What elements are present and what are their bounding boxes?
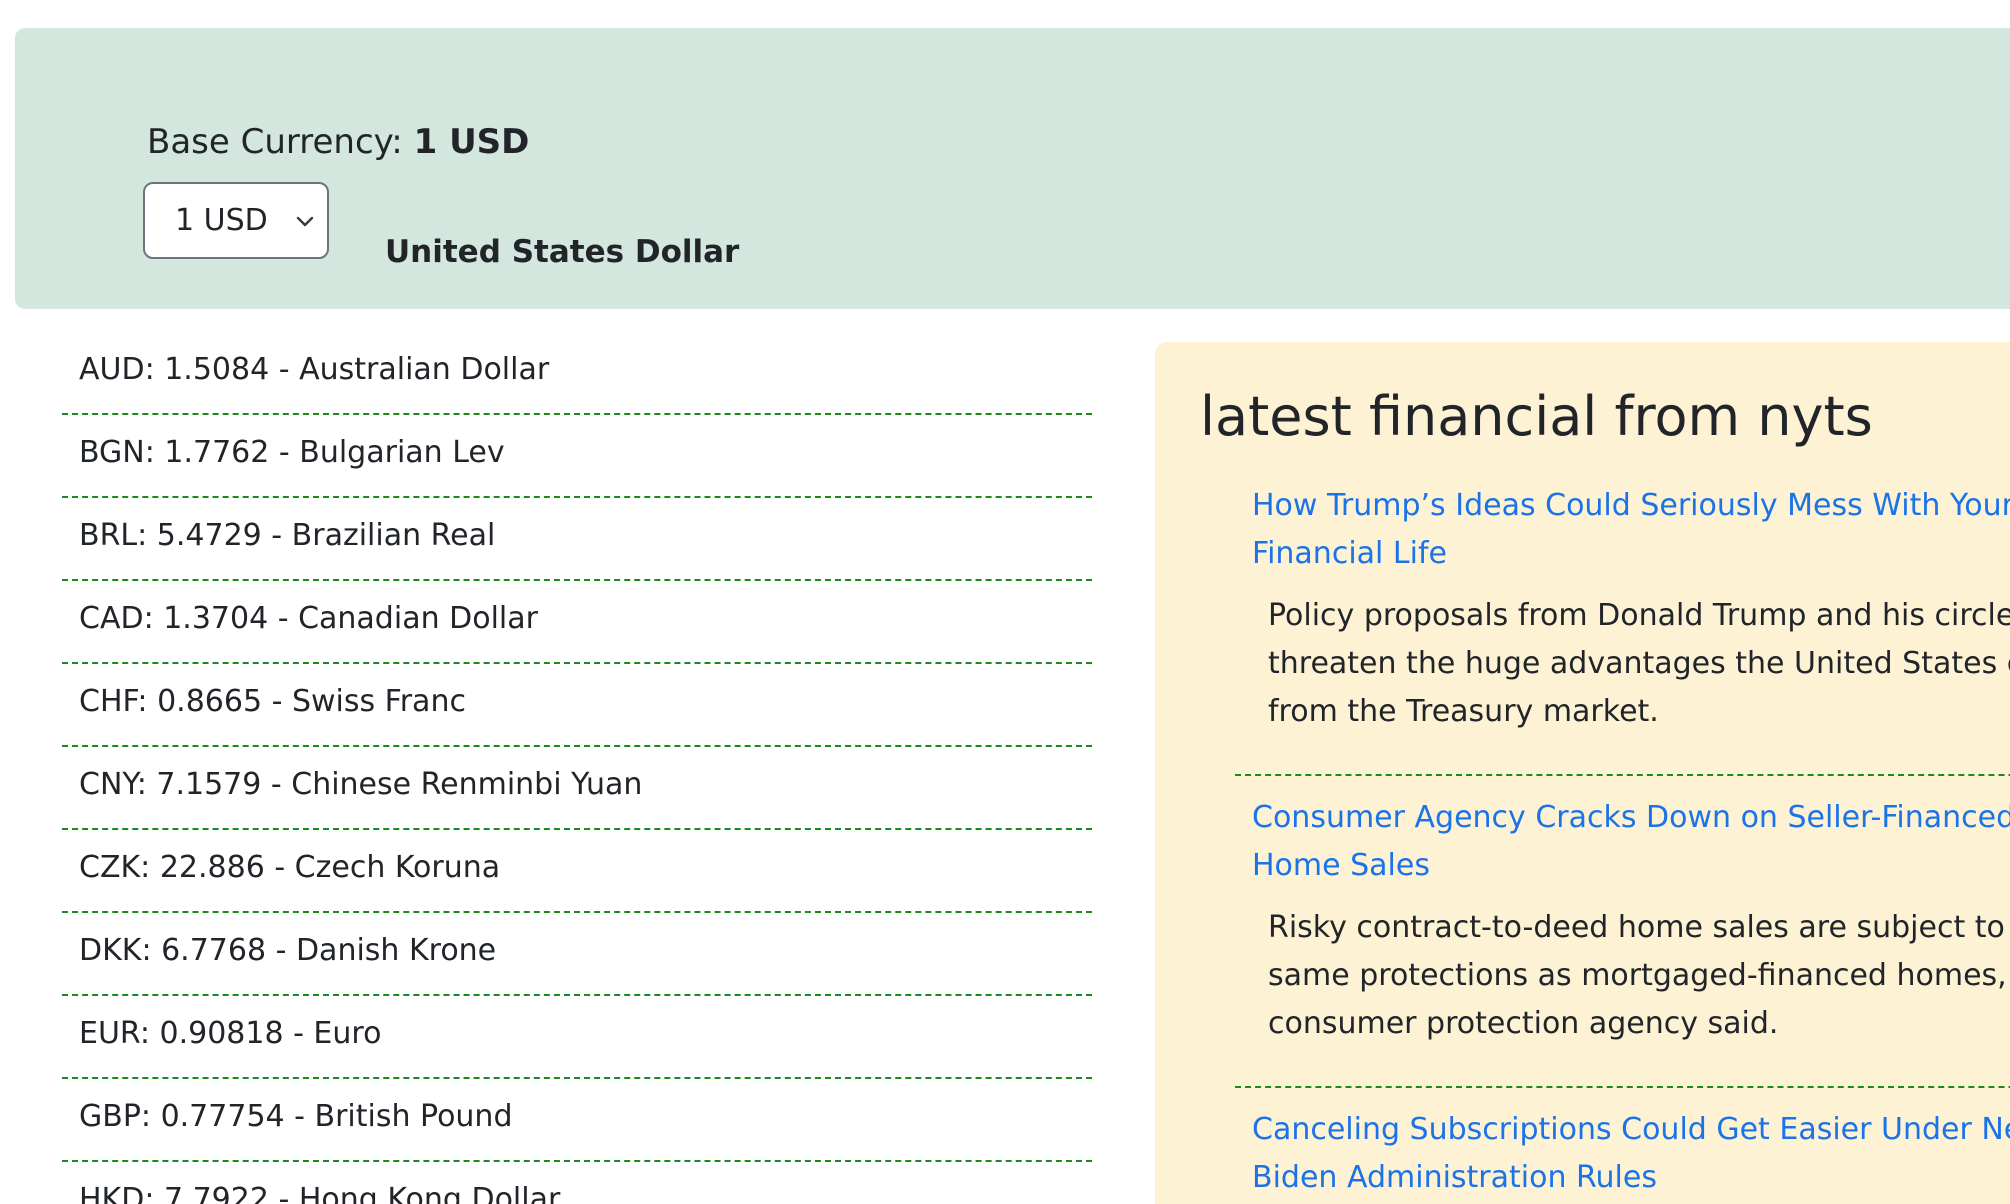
rate-item: GBP: 0.77754 - British Pound — [62, 1079, 1092, 1162]
news-item: Consumer Agency Cracks Down on Seller-Fi… — [1235, 794, 2010, 1088]
base-currency-line: Base Currency: 1 USD — [147, 120, 529, 164]
base-currency-label: Base Currency: — [147, 122, 403, 162]
currency-select-value: 1 USD — [175, 203, 268, 238]
chevron-down-icon — [296, 216, 314, 227]
rate-item: BRL: 5.4729 - Brazilian Real — [62, 498, 1092, 581]
news-headline-link[interactable]: Consumer Agency Cracks Down on Seller-Fi… — [1252, 800, 2010, 883]
rate-item: BGN: 1.7762 - Bulgarian Lev — [62, 415, 1092, 498]
rate-item: CZK: 22.886 - Czech Koruna — [62, 830, 1092, 913]
rate-item: HKD: 7.7922 - Hong Kong Dollar — [62, 1162, 1092, 1204]
exchange-rates-list: AUD: 1.5084 - Australian Dollar BGN: 1.7… — [62, 332, 1092, 1204]
rate-item: CAD: 1.3704 - Canadian Dollar — [62, 581, 1092, 664]
currency-select[interactable]: 1 USD — [143, 182, 329, 259]
news-headline-link[interactable]: How Trump’s Ideas Could Seriously Mess W… — [1252, 488, 2010, 571]
news-title: latest financial from nyts — [1200, 385, 1873, 448]
selected-currency-name: United States Dollar — [385, 234, 740, 270]
news-list: How Trump’s Ideas Could Seriously Mess W… — [1235, 482, 2010, 1204]
rate-item: EUR: 0.90818 - Euro — [62, 996, 1092, 1079]
news-panel: latest financial from nyts How Trump’s I… — [1155, 342, 2010, 1204]
rate-item: AUD: 1.5084 - Australian Dollar — [62, 332, 1092, 415]
news-headline-link[interactable]: Canceling Subscriptions Could Get Easier… — [1252, 1112, 2010, 1195]
rate-item: CHF: 0.8665 - Swiss Franc — [62, 664, 1092, 747]
news-abstract: Risky contract-to-deed home sales are su… — [1268, 910, 2010, 1041]
news-abstract: Policy proposals from Donald Trump and h… — [1268, 598, 2010, 729]
news-item: How Trump’s Ideas Could Seriously Mess W… — [1235, 482, 2010, 776]
rate-item: DKK: 6.7768 - Danish Krone — [62, 913, 1092, 996]
base-currency-value: 1 USD — [413, 122, 530, 162]
rate-item: CNY: 7.1579 - Chinese Renminbi Yuan — [62, 747, 1092, 830]
news-item: Canceling Subscriptions Could Get Easier… — [1235, 1106, 2010, 1204]
base-currency-panel: Base Currency: 1 USD 1 USD United States… — [15, 28, 2010, 309]
